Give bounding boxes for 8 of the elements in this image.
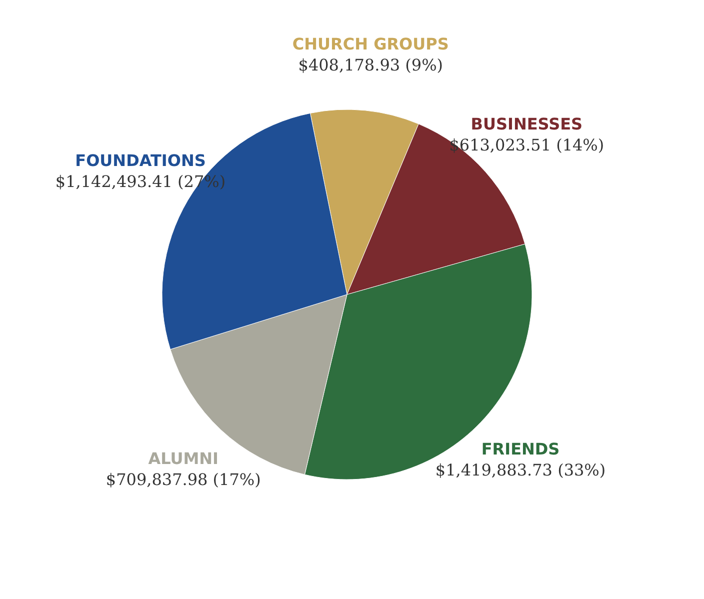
slice-label: FOUNDATIONS: [75, 151, 206, 170]
slice-label: FRIENDS: [481, 439, 560, 458]
slice-label: CHURCH GROUPS: [292, 34, 449, 54]
data-label: $709,837.98 (17%): [106, 470, 261, 490]
data-label: $408,178.93 (9%): [298, 56, 444, 75]
data-label: $1,419,883.73 (33%): [435, 460, 606, 480]
slice-label: BUSINESSES: [470, 114, 583, 134]
slice-label: ALUMNI: [148, 449, 219, 468]
